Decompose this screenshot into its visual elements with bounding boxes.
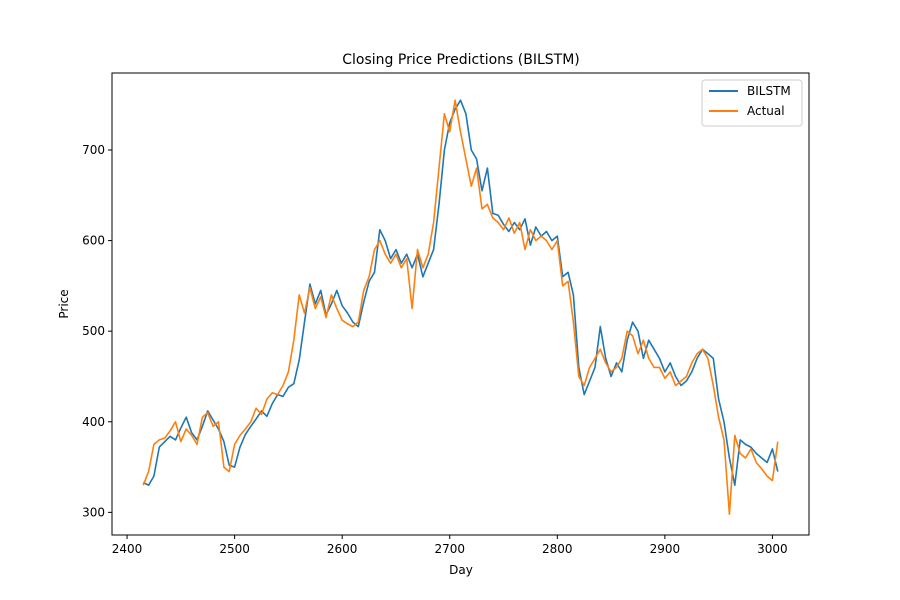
x-tick-label: 2700 bbox=[434, 542, 465, 556]
plot-frame bbox=[111, 72, 810, 536]
plot-area bbox=[111, 72, 810, 536]
legend-label-actual: Actual bbox=[747, 104, 785, 118]
x-tick-label: 2600 bbox=[327, 542, 358, 556]
y-tick-label: 500 bbox=[82, 324, 105, 338]
x-tick-label: 2900 bbox=[650, 542, 681, 556]
x-tick-label: 2500 bbox=[219, 542, 250, 556]
y-axis: 300 400 500 600 700 bbox=[82, 143, 112, 519]
series-layer bbox=[142, 99, 779, 516]
chart-title: Closing Price Predictions (BILSTM) bbox=[342, 52, 580, 68]
x-tick-label: 3000 bbox=[757, 542, 788, 556]
y-axis-label: Price bbox=[57, 289, 71, 318]
x-tick-label: 2400 bbox=[112, 542, 143, 556]
x-tick-label: 2800 bbox=[542, 542, 573, 556]
legend-label-bilstm: BILSTM bbox=[747, 84, 791, 98]
y-tick-label: 300 bbox=[82, 505, 105, 519]
x-axis: 2400 2500 2600 2700 2800 2900 3000 bbox=[112, 535, 788, 556]
x-axis-label: Day bbox=[449, 563, 473, 577]
series-line-actual bbox=[142, 99, 779, 516]
series-line-bilstm bbox=[142, 99, 779, 487]
legend: BILSTM Actual bbox=[701, 79, 803, 127]
y-tick-label: 700 bbox=[82, 143, 105, 157]
y-tick-label: 600 bbox=[82, 234, 105, 248]
y-tick-label: 400 bbox=[82, 415, 105, 429]
